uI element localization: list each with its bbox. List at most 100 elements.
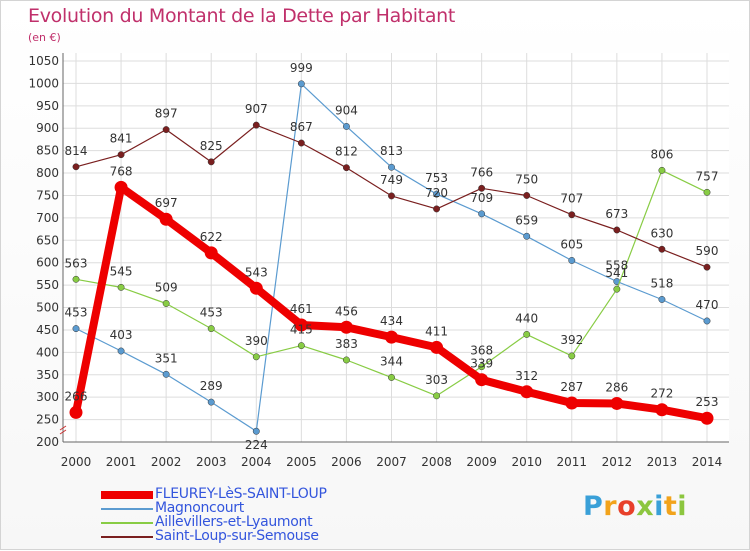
logo-letter: i (654, 491, 664, 522)
data-point (520, 385, 534, 399)
data-label: 907 (245, 102, 268, 116)
data-point (478, 210, 486, 218)
x-tick-label: 2009 (466, 455, 497, 469)
data-label: 312 (515, 369, 538, 383)
data-label: 368 (470, 344, 493, 358)
legend-swatch (101, 508, 153, 510)
y-tick-label: 500 (36, 301, 59, 315)
data-label: 392 (560, 333, 583, 347)
data-label: 622 (200, 230, 223, 244)
x-tick-label: 2014 (692, 455, 723, 469)
y-tick-label: 400 (36, 345, 59, 359)
data-label: 590 (696, 244, 719, 258)
data-label: 630 (650, 226, 673, 240)
data-label: 867 (290, 120, 313, 134)
x-tick-label: 2003 (196, 455, 227, 469)
data-label: 289 (200, 379, 223, 393)
data-point (703, 317, 711, 325)
data-label: 545 (110, 264, 133, 278)
data-point (430, 340, 444, 354)
y-tick-label: 800 (36, 166, 59, 180)
data-label: 605 (560, 237, 583, 251)
plot-area (63, 53, 729, 442)
data-label: 825 (200, 139, 223, 153)
y-tick-label: 900 (36, 121, 59, 135)
data-label: 434 (380, 314, 403, 328)
x-tick-label: 2010 (511, 455, 542, 469)
data-point (523, 330, 531, 338)
data-label: 999 (290, 61, 313, 75)
x-tick-label: 2012 (602, 455, 633, 469)
data-label: 753 (425, 171, 448, 185)
data-point (252, 427, 260, 435)
y-tick-label: 550 (36, 278, 59, 292)
y-tick-label: 300 (36, 390, 59, 404)
data-label: 814 (65, 144, 88, 158)
y-tick-label: 200 (36, 435, 59, 449)
x-tick-label: 2000 (61, 455, 92, 469)
data-label: 344 (380, 354, 403, 368)
data-point (523, 192, 531, 199)
legend-label: FLEUREY-LèS-SAINT-LOUP (155, 486, 327, 502)
logo-letter: P (583, 491, 604, 522)
y-tick-label: 450 (36, 323, 59, 337)
legend-label: Saint-Loup-sur-Semouse (155, 528, 319, 544)
data-point (207, 398, 215, 406)
data-label: 303 (425, 373, 448, 387)
data-point (700, 411, 714, 425)
logo-letter: i (677, 491, 688, 522)
data-point (162, 370, 170, 378)
data-point (478, 363, 486, 371)
data-point (523, 232, 531, 240)
data-point (72, 163, 80, 171)
data-label: 253 (696, 395, 719, 409)
data-label: 720 (425, 186, 448, 200)
data-label: 897 (155, 107, 178, 121)
data-point (568, 211, 576, 219)
data-point (388, 163, 395, 171)
data-label: 509 (155, 280, 178, 294)
data-label: 563 (65, 256, 88, 270)
data-point (339, 320, 353, 334)
data-label: 766 (470, 165, 493, 179)
data-point (388, 192, 395, 200)
data-point (658, 245, 666, 253)
logo-letter: r (603, 491, 618, 522)
data-point (162, 126, 170, 134)
data-label: 904 (335, 103, 358, 117)
data-point (568, 257, 576, 264)
data-point (703, 263, 711, 271)
data-label: 813 (380, 144, 403, 158)
x-tick-label: 2007 (376, 455, 407, 469)
data-point (433, 392, 441, 400)
data-point (249, 281, 263, 295)
logo-letter: x (636, 491, 655, 522)
data-label: 757 (696, 169, 719, 183)
x-tick-label: 2006 (331, 455, 362, 469)
data-point (297, 342, 305, 350)
data-point (388, 374, 395, 381)
data-point (433, 190, 441, 198)
data-label: 709 (470, 191, 493, 205)
data-label: 750 (515, 172, 538, 186)
data-point (117, 347, 125, 355)
data-label: 403 (110, 328, 133, 342)
legend-swatch (101, 491, 153, 499)
legend-label: Magnoncourt (155, 500, 244, 516)
data-label: 286 (605, 380, 628, 394)
data-label: 518 (650, 276, 673, 290)
y-tick-label: 1050 (28, 54, 59, 68)
data-label: 841 (110, 132, 133, 146)
data-label: 697 (155, 196, 178, 210)
y-tick-label: 950 (36, 99, 59, 113)
data-point (117, 151, 125, 159)
data-point (610, 396, 624, 410)
data-label: 411 (425, 324, 448, 338)
data-point (114, 180, 128, 194)
y-tick-label: 600 (36, 256, 59, 270)
x-tick-label: 2002 (151, 455, 182, 469)
data-point (252, 121, 260, 129)
data-label: 272 (650, 387, 673, 401)
data-label: 768 (110, 164, 133, 178)
